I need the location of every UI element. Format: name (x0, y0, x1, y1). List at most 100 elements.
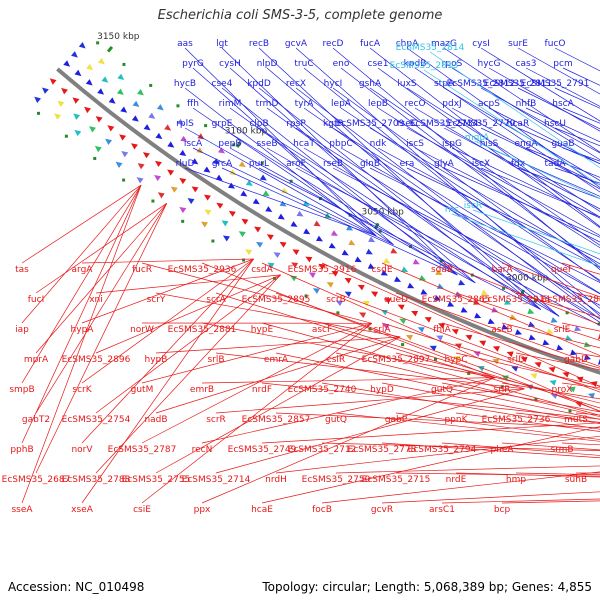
forward-leader-line (192, 147, 394, 246)
feature-marker (232, 143, 236, 147)
reverse-gene-arrow (344, 277, 352, 284)
forward-gene-arrow (597, 358, 600, 365)
scale-label: 3100 kbp (225, 127, 268, 137)
reverse-gene-label: EcSMS35_2712 (288, 445, 357, 455)
forward-leader-line (443, 127, 600, 210)
forward-gene-block (279, 200, 287, 207)
reverse-gene-label: scrK (72, 385, 92, 395)
forward-gene-label: hisS (480, 139, 499, 149)
reverse-gene-arrow (95, 116, 103, 123)
forward-gene-label: rpoS (442, 59, 463, 69)
reverse-gene-arrow (142, 152, 150, 159)
forward-cds-block (238, 161, 246, 168)
reverse-gene-label: gutQ (325, 415, 347, 425)
reverse-leader-line (395, 412, 600, 440)
reverse-leader-line (381, 322, 600, 391)
forward-leader-line (480, 87, 600, 154)
reverse-gene-label: xseA (71, 505, 94, 515)
reverse-gene-label: focB (312, 505, 332, 515)
reverse-gene-arrow (49, 78, 57, 85)
reverse-gene-block (256, 241, 264, 248)
feature-marker (433, 357, 437, 361)
reverse-gene-label: csiR (327, 355, 345, 365)
forward-gene-arrow (227, 182, 235, 189)
reverse-gene-label: EcSMS35_2881 (168, 325, 237, 335)
reverse-gene-label: barA (491, 265, 513, 275)
reverse-leader-line (21, 184, 142, 264)
forward-leader-line (303, 67, 600, 309)
reverse-gene-label: EcSMS35_2714 (182, 475, 251, 485)
forward-gene-arrow (290, 221, 298, 227)
reverse-gene-arrow (370, 291, 378, 298)
forward-gene-arrow (433, 295, 441, 301)
reverse-leader-line (261, 422, 600, 444)
highlight-leader-line (429, 51, 600, 169)
reverse-gene-label: smpB (9, 385, 34, 395)
reverse-leader-line (335, 352, 600, 418)
reverse-gene-label: csdE (371, 265, 392, 275)
reverse-leader-line (201, 377, 496, 504)
reverse-gene-label: ppx (194, 505, 211, 515)
forward-gene-block (509, 314, 517, 320)
reverse-gene-block (436, 335, 444, 341)
feature-marker (378, 229, 382, 233)
reverse-gene-label: EcSMS35_2687 (2, 475, 71, 485)
feature-marker (242, 258, 246, 262)
forward-gene-block (180, 135, 188, 143)
feature-marker (181, 219, 185, 223)
forward-gene-arrow (447, 301, 455, 307)
reverse-gene-arrow (191, 186, 199, 193)
reverse-cds-block (34, 96, 42, 104)
reverse-cds-block (290, 275, 298, 282)
forward-gene-label: gcvA (285, 39, 308, 49)
reverse-gene-label: EcSMS35_2749 (228, 445, 297, 455)
feature-marker (122, 62, 126, 66)
forward-leader-line (369, 167, 600, 283)
reverse-gene-block (73, 113, 81, 120)
reverse-gene-label: emrB (190, 385, 214, 395)
reverse-gene-label: EcSMS35_2736 (482, 415, 551, 425)
reverse-gene-arrow (411, 310, 419, 317)
forward-leader-line (377, 67, 600, 229)
reverse-gene-label: EcSMS35_2896 (62, 355, 131, 365)
forward-leader-line (443, 87, 600, 181)
feature-marker (336, 311, 340, 315)
highlight-leader-line (476, 141, 600, 199)
reverse-gene-label: hcaE (251, 505, 273, 515)
forward-gene-label: cysI (472, 39, 490, 49)
forward-gene-label: engA (514, 139, 538, 149)
forward-gene-block (71, 51, 78, 58)
feature-marker (260, 161, 264, 165)
forward-gene-block (383, 257, 391, 264)
forward-gene-arrow (528, 334, 536, 341)
reverse-gene-label: EcSMS35_2897 (362, 355, 431, 365)
forward-gene-label: cse1 (368, 59, 389, 69)
reverse-leader-line (95, 274, 281, 354)
forward-cds-block (412, 258, 420, 265)
reverse-gene-arrow (72, 97, 80, 104)
forward-cds-block (435, 269, 443, 275)
feature-marker (204, 124, 208, 128)
forward-gene-label: fdx (511, 159, 526, 169)
reverse-cds-block (200, 221, 208, 228)
forward-cds-block (481, 289, 489, 296)
reverse-gene-label: EcSMS35_2916 (288, 265, 357, 275)
reverse-leader-line (35, 203, 168, 474)
forward-cds-block (97, 58, 105, 65)
forward-leader-line (332, 167, 600, 306)
reverse-gene-label: fucI (28, 295, 44, 305)
forward-gene-arrow (131, 115, 139, 122)
reverse-gene-label: fhlA (433, 325, 451, 335)
feature-marker (409, 244, 413, 248)
reverse-gene-arrow (228, 210, 236, 217)
reverse-leader-line (395, 292, 600, 367)
reverse-leader-line (81, 258, 254, 324)
forward-gene-block (245, 179, 253, 186)
forward-gene-arrow (501, 323, 509, 330)
reverse-gene-block (326, 282, 334, 288)
forward-gene-label: pbpC (329, 139, 352, 149)
forward-gene-label: surE (508, 39, 528, 49)
forward-gene-arrow (74, 69, 82, 77)
scale-label: 3150 kbp (97, 32, 140, 42)
reverse-cds-block (335, 300, 343, 307)
